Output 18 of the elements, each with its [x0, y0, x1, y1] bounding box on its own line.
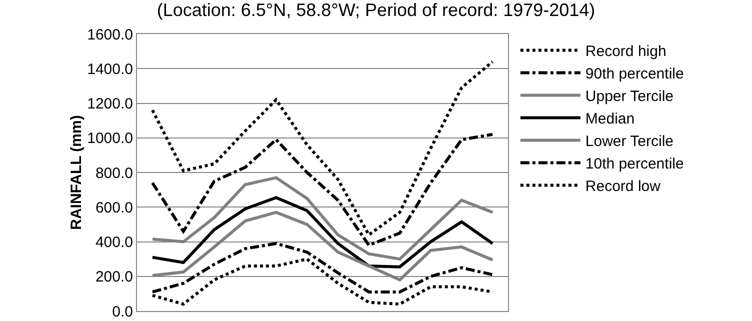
y-tick-label: 1600.0 [87, 26, 133, 44]
y-tick-label: 1200.0 [87, 96, 133, 112]
y-tick-label: 1400.0 [87, 60, 133, 78]
legend-label: 90th percentile [585, 66, 684, 83]
chart-title: (Location: 6.5°N, 58.8°W; Period of record: 1979-2014) [156, 0, 596, 20]
legend-label: Lower Tercile [585, 133, 674, 150]
y-tick-label: 400.0 [95, 234, 133, 251]
y-tick-label: 800.0 [95, 164, 133, 182]
y-tick-label: 200.0 [95, 268, 133, 286]
y-tick-label: 600.0 [95, 199, 133, 216]
y-tick-label: 0.0 [112, 303, 133, 320]
legend-label: Median [585, 110, 635, 128]
y-axis-title: RAINFALL (mm) [68, 115, 86, 230]
legend-label: 10th percentile [585, 156, 684, 173]
y-tick-label: 1000.0 [87, 130, 133, 148]
legend-label: Upper Tercile [585, 88, 674, 106]
legend-label: Record low [585, 178, 661, 196]
legend-label: Record high [585, 43, 666, 60]
